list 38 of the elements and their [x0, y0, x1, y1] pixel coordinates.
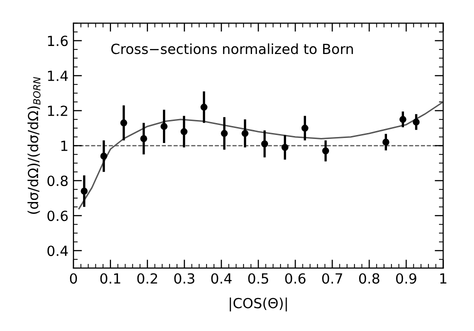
- point: [399, 116, 406, 123]
- point: [120, 119, 128, 126]
- y-tick-label: 0.4: [47, 246, 68, 256]
- point: [382, 138, 390, 146]
- x-tick-label: 0: [70, 273, 77, 284]
- point: [281, 144, 288, 151]
- point: [242, 130, 248, 137]
- annotation: Cross−sections normalized to Born: [111, 43, 353, 54]
- line-series: [78, 101, 444, 210]
- y-tick-label: 1.6: [48, 36, 68, 46]
- y-tick-label: 0.6: [47, 210, 68, 222]
- y-axis-title: (dσ/dΩ)/(dσ/dΩ)$_{BORN}$: [28, 76, 40, 214]
- point: [220, 130, 228, 137]
- x-tick-label: 0.7: [322, 273, 342, 284]
- x-tick-label: 0.5: [248, 273, 268, 284]
- point: [412, 118, 420, 126]
- x-tick-label: 0.9: [396, 273, 416, 284]
- point: [301, 124, 308, 132]
- point: [180, 128, 188, 136]
- point: [322, 147, 330, 154]
- x-tick-label: 1: [440, 273, 446, 284]
- x-tick-label: 0.6: [285, 273, 306, 284]
- x-tick-label: 0.1: [100, 273, 120, 284]
- point: [100, 152, 108, 160]
- point: [261, 140, 268, 148]
- x-tick-label: 0.8: [359, 273, 380, 284]
- x-tick-label: 0.2: [137, 273, 158, 284]
- point: [200, 104, 208, 111]
- point: [80, 188, 88, 195]
- point: [160, 122, 168, 130]
- y-tick-label: 0.8: [47, 176, 68, 186]
- x-tick-label: 0.4: [211, 273, 232, 284]
- x-axis-title: |COS(Θ)|: [230, 298, 287, 312]
- y-tick-label: 1.4: [48, 70, 68, 81]
- y-tick-label: 1.2: [48, 106, 68, 116]
- x-tick-label: 0.3: [174, 273, 194, 284]
- point: [140, 135, 148, 142]
- y-tick-label: 1: [61, 140, 68, 151]
